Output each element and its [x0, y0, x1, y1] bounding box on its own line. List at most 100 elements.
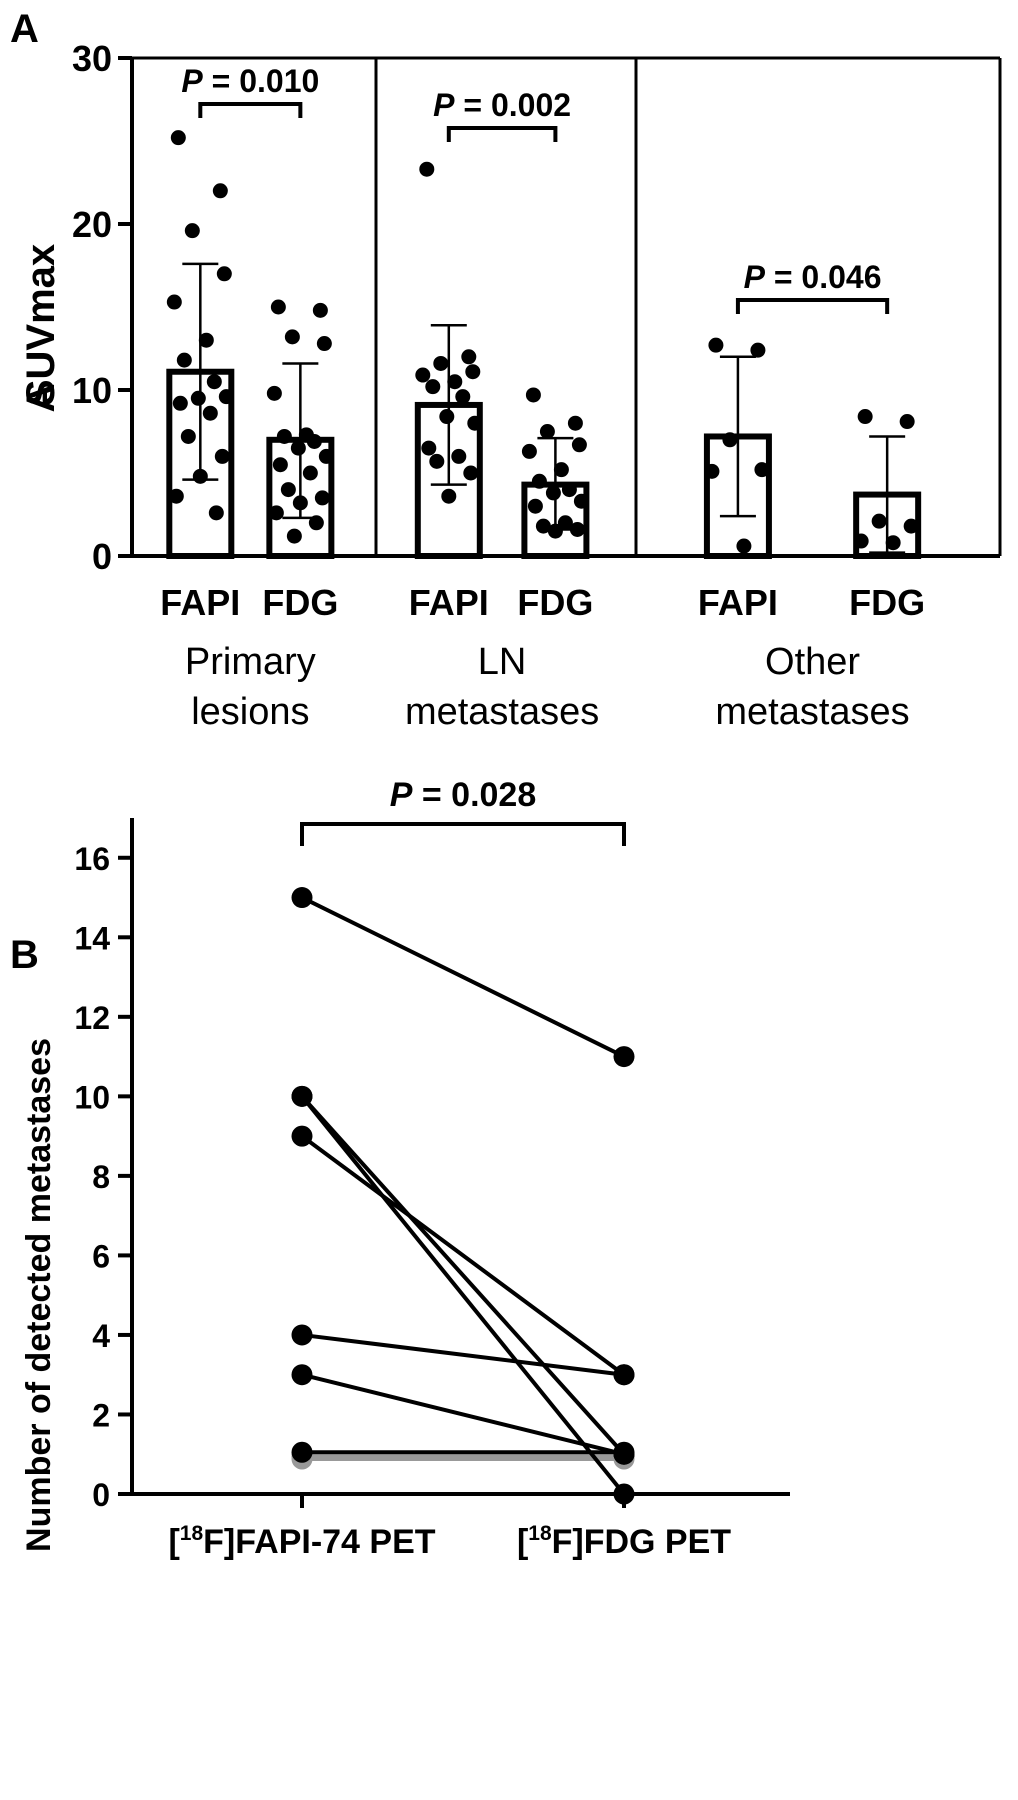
panel-a-data-point: [871, 513, 887, 529]
panel-a-data-point: [419, 161, 435, 177]
p-value-prefix: P: [181, 63, 203, 99]
panel-a-data-point: [455, 389, 471, 405]
panel-a-data-point: [176, 352, 192, 368]
panel-a-category-label: FAPI: [409, 582, 489, 623]
panel-a-ylabel: SUVmax: [19, 244, 63, 406]
panel-a-data-point: [569, 521, 585, 537]
panel-a-data-point: [170, 130, 186, 146]
panel-a-group-label: metastases: [715, 691, 909, 733]
panel-a-data-point: [441, 488, 457, 504]
panel-a-data-point: [216, 266, 232, 282]
panel-a-group-label: Other: [765, 641, 860, 683]
panel-a-data-point: [272, 457, 288, 473]
panel-a-category-label: FDG: [262, 582, 338, 623]
panel-a-data-point: [899, 414, 915, 430]
panel-b-y-tick-label: 12: [74, 1000, 110, 1036]
panel-a-data-point: [212, 183, 228, 199]
panel-a-label: A: [10, 7, 39, 51]
panel-b-p-value: P = 0.028: [390, 776, 537, 814]
panel-a-data-point: [429, 453, 445, 469]
panel-a-data-point: [521, 443, 537, 459]
panel-a-category-label: FAPI: [160, 582, 240, 623]
panel-a-data-point: [308, 515, 324, 531]
panel-a-plot: 0 10 20 30 FAPI FDG P = 0.010 Primary lesions FAP…: [72, 38, 1002, 733]
panel-a-data-point: [463, 465, 479, 481]
panel-a-data-point: [314, 490, 330, 506]
panel-a-data-point: [190, 390, 206, 406]
x-label-post: F]FAPI-74 PET: [203, 1523, 436, 1561]
panel-b-y-tick-label: 2: [92, 1397, 110, 1433]
panel-b-point-fapi: [291, 1324, 313, 1346]
panel-a-group-label: lesions: [191, 691, 309, 733]
panel-a-data-point: [573, 493, 589, 509]
panel-a-data-point: [421, 440, 437, 456]
panel-b-point-fapi: [291, 1441, 313, 1463]
panel-b-pair-line: [301, 1332, 625, 1377]
x-label-post: F]FDG PET: [552, 1523, 732, 1561]
panel-b-ylabel: Number of detected metastases: [20, 1038, 58, 1552]
panel-a-data-point: [467, 415, 483, 431]
panel-a-data-point: [180, 428, 196, 444]
x-label-pre: [: [517, 1523, 528, 1561]
panel-b-point-fdg: [613, 1364, 635, 1386]
panel-a-data-point: [184, 223, 200, 239]
panel-b-y-tick-label: 6: [92, 1238, 110, 1274]
panel-a-category-label: FAPI: [698, 582, 778, 623]
panel-a-data-point: [218, 389, 234, 405]
panel-b-y-tick-label: 10: [74, 1079, 110, 1115]
p-value-text: = 0.002: [454, 87, 571, 123]
panel-a-data-point: [561, 482, 577, 498]
x-label-pre: [: [168, 1523, 179, 1561]
panel-a-group-label: metastases: [405, 691, 599, 733]
panel-a-data-point: [214, 448, 230, 464]
panel-a-data-point: [208, 505, 224, 521]
panel-a-significance-bracket: [446, 126, 558, 142]
panel-a-data-point: [202, 405, 218, 421]
p-value-text: = 0.010: [203, 63, 320, 99]
panel-a-data-point: [557, 515, 573, 531]
panel-a-data-point: [708, 337, 724, 353]
panel-b-point-fdg: [613, 1046, 635, 1068]
p-value-prefix: P: [390, 776, 413, 814]
panel-a-data-point: [306, 433, 322, 449]
panel-a-data-point: [885, 535, 901, 551]
x-label-sup: 18: [180, 1522, 204, 1545]
panel-b-significance-bracket: [300, 822, 626, 846]
panel-b-y-tick-label: 14: [74, 920, 110, 956]
panel-a-data-point: [192, 468, 208, 484]
panel-b-y-tick-label: 0: [92, 1477, 110, 1513]
panel-a-data-point: [451, 448, 467, 464]
panel-b-point-fapi: [291, 1364, 313, 1386]
panel-b-point-fdg: [613, 1483, 635, 1505]
panel-a-data-point: [198, 332, 214, 348]
panel-a-data-point: [903, 518, 919, 534]
panel-a-data-point: [270, 299, 286, 315]
panel-a-data-point: [531, 473, 547, 489]
panel-a-data-point: [527, 498, 543, 514]
panel-a-data-point: [206, 374, 222, 390]
panel-a-data-point: [292, 495, 308, 511]
panel-a-data-point: [415, 367, 431, 383]
panel-a-data-point: [439, 409, 455, 425]
p-value-text: = 0.046: [765, 259, 882, 295]
panel-b-x-tick-label: [18F]FDG PET: [517, 1522, 731, 1561]
panel-a-data-point: [461, 349, 477, 365]
panel-a-data-point: [750, 342, 766, 358]
panel-a-data-point: [722, 432, 738, 448]
panel-b-pair-line: [301, 895, 625, 1059]
panel-a-data-point: [284, 329, 300, 345]
panel-b-pair-line: [301, 1372, 625, 1457]
panel-a-data-point: [316, 336, 332, 352]
panel-a-data-point: [465, 364, 481, 380]
panel-b-point-fapi: [291, 887, 313, 909]
panel-a-data-point: [425, 379, 441, 395]
panel-a-p-value: P = 0.046: [744, 259, 882, 295]
panel-a-data-point: [433, 355, 449, 371]
panel-a-data-point: [857, 409, 873, 425]
panel-a-data-point: [853, 533, 869, 549]
panel-a-data-point: [280, 482, 296, 498]
panel-a-data-point: [567, 415, 583, 431]
panel-b-y-tick-label: 8: [92, 1159, 110, 1195]
